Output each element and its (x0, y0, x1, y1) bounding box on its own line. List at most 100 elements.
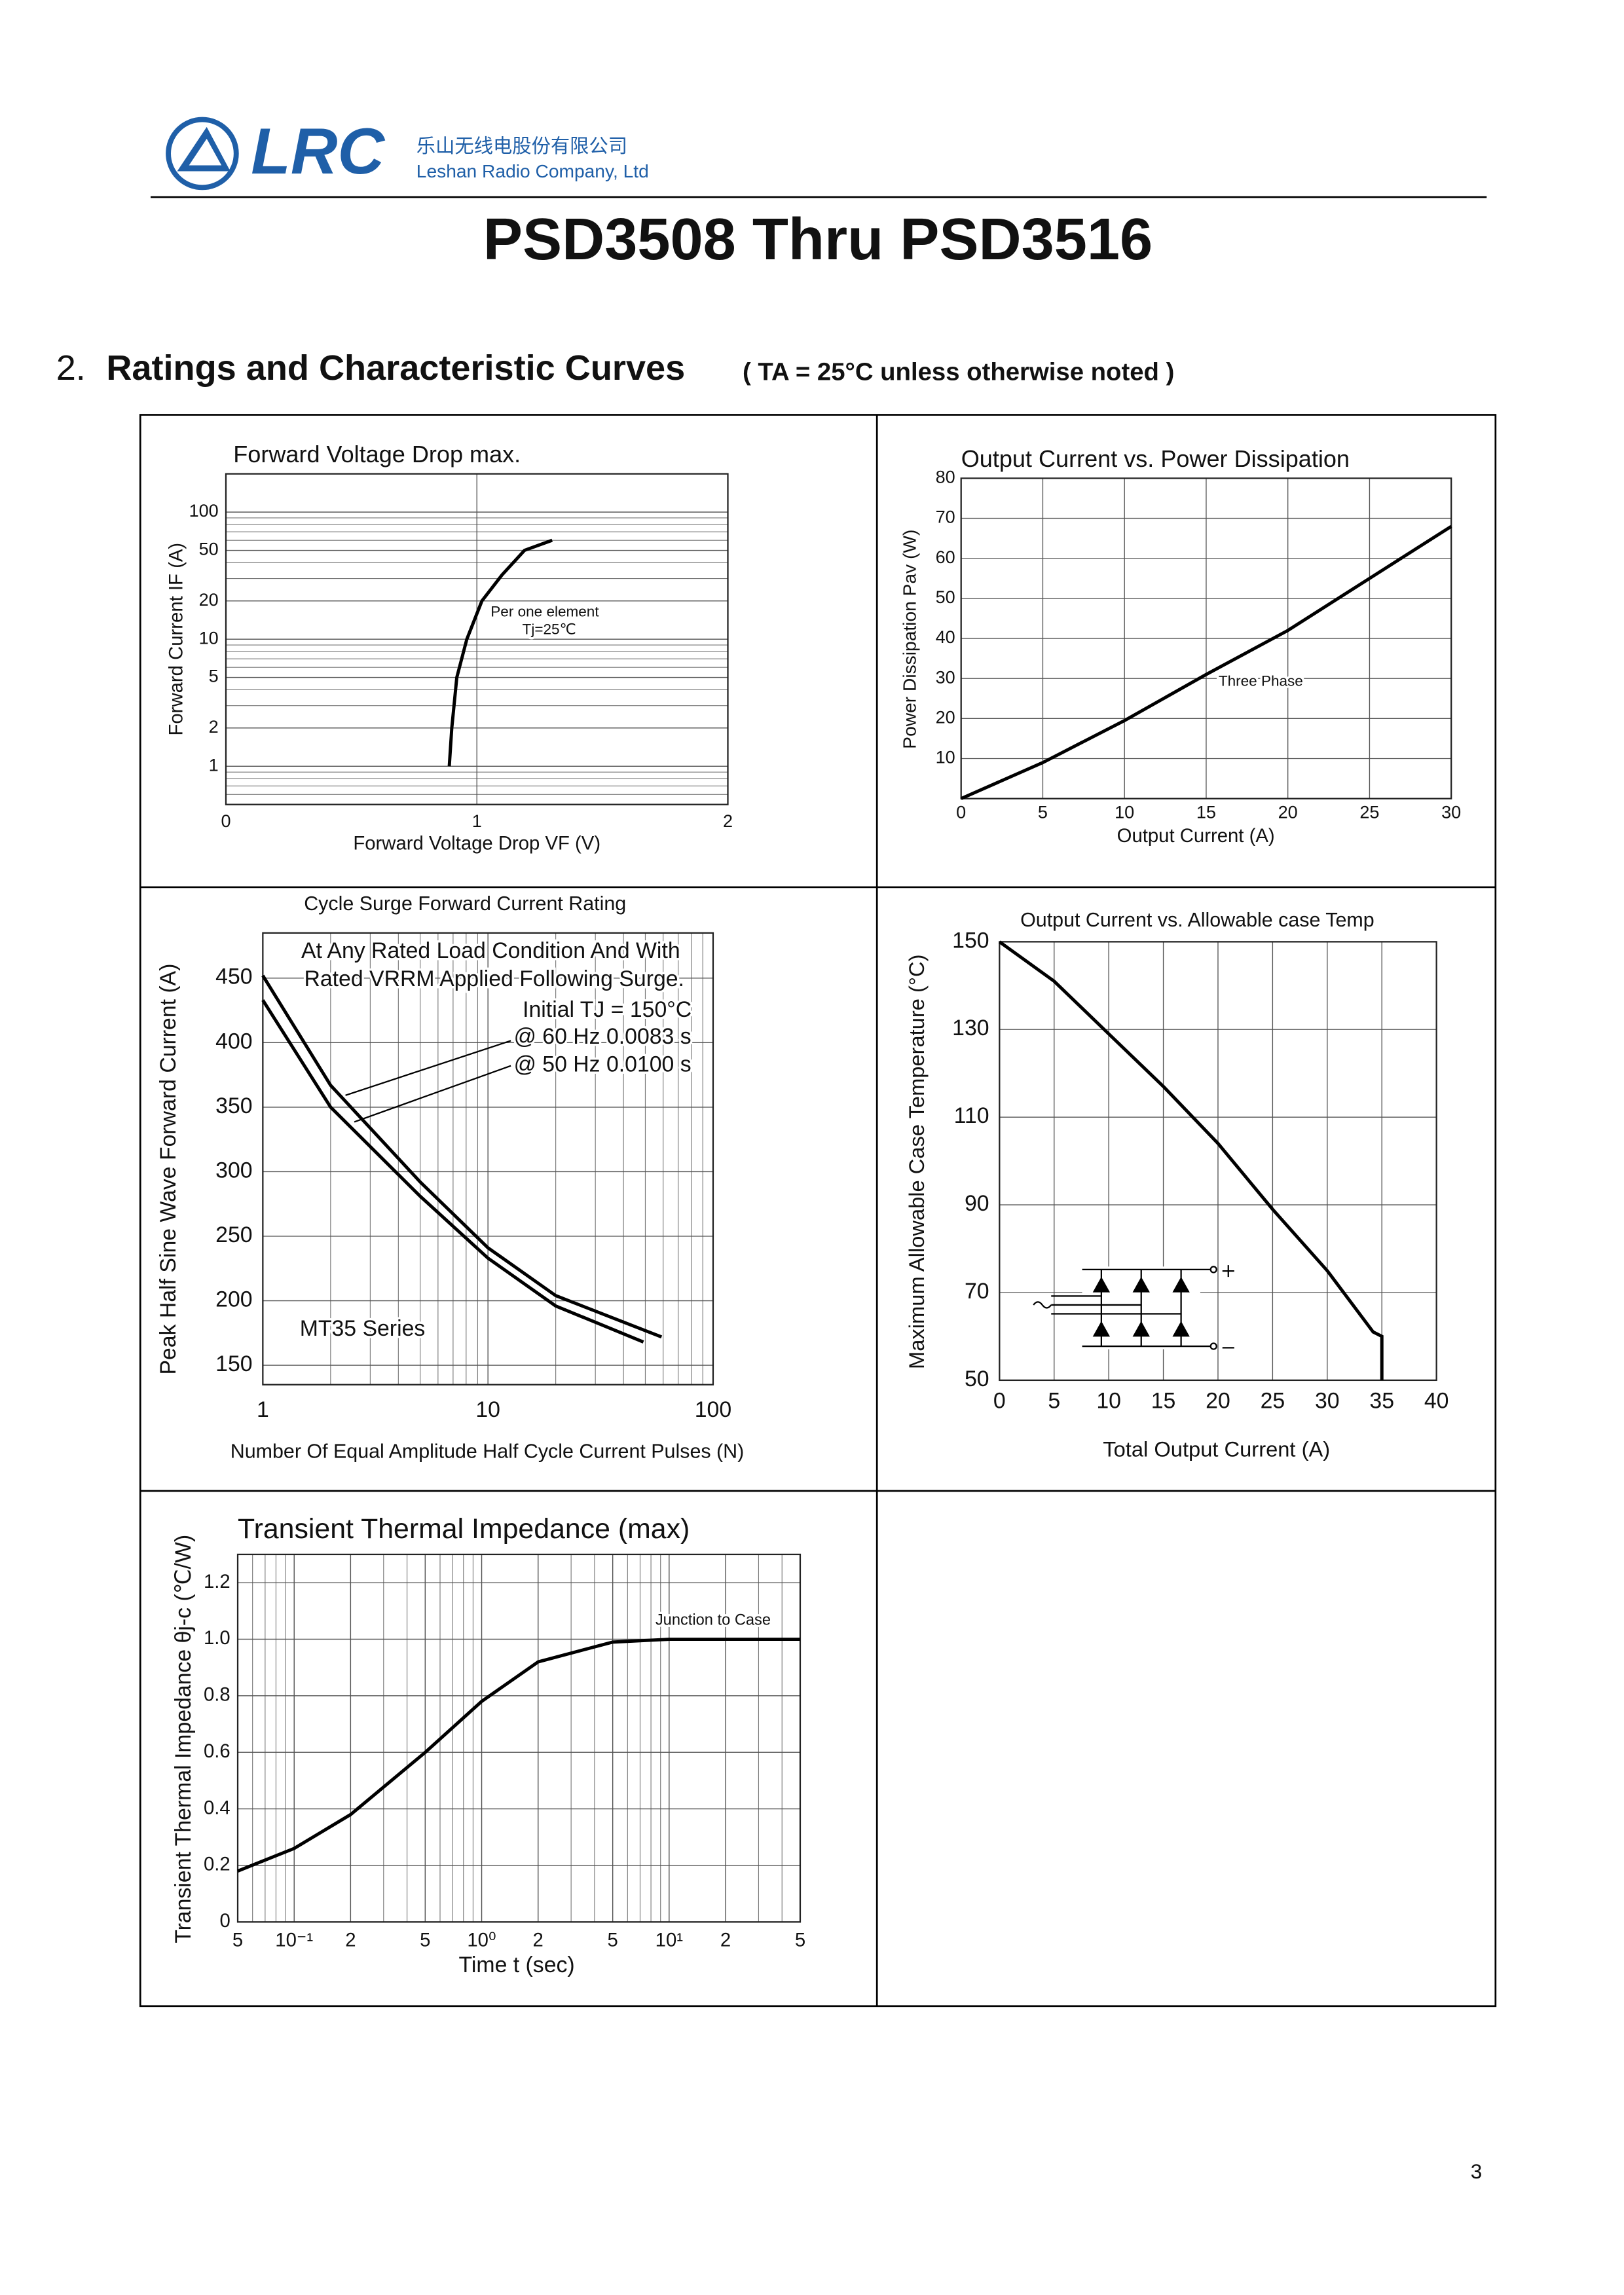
chart-title: Cycle Surge Forward Current Rating (304, 892, 626, 915)
section-heading: Ratings and Characteristic Curves (106, 348, 685, 388)
y-tick-label: 110 (954, 1103, 989, 1128)
x-tick-label: 25 (1261, 1389, 1285, 1414)
y-tick-label: 100 (189, 501, 219, 521)
chart-title: Transient Thermal Impedance (max) (238, 1513, 690, 1545)
pointer-lines (345, 1040, 511, 1123)
x-tick-label: 10 (1115, 802, 1134, 822)
x-tick-label: 1 (472, 811, 482, 831)
x-tick-label: 5 (1048, 1389, 1060, 1414)
x-tick-label: 35 (1369, 1389, 1394, 1414)
x-tick-label: 100 (695, 1397, 731, 1422)
chart: 1 10 100 150 200 250 300 350 400 450 Cycle Surge F… (156, 892, 744, 1462)
y-tick-label: 50 (199, 540, 219, 559)
plot-frame (225, 473, 729, 805)
plot-frame (999, 941, 1437, 1382)
plot-background (238, 1554, 800, 1922)
x-axis-label: Total Output Current (A) (1103, 1437, 1330, 1461)
y-tick-label: 0.8 (204, 1684, 231, 1706)
logo-circle (166, 117, 239, 191)
y-tick-label: 150 (952, 928, 989, 953)
logo-mark (177, 126, 231, 172)
x-tick-label: 2 (720, 1929, 731, 1951)
y-tick-label: 10 (199, 628, 219, 648)
curve (998, 940, 1384, 1380)
chart-title: Forward Voltage Drop max. (233, 441, 521, 468)
y-tick-label: 350 (215, 1093, 252, 1118)
chart-title: Output Current vs. Allowable case Temp (1020, 909, 1375, 931)
chart: 0 5 10 15 20 25 30 10 20 30 40 50 60 70 80 Output Curre… (898, 445, 1461, 847)
x-tick-label: 5 (420, 1929, 430, 1951)
curve (261, 999, 644, 1344)
y-tick-label: 2 (209, 717, 219, 737)
annotation: Tj=25℃ (523, 621, 576, 638)
x-tick-label: 10¹ (655, 1929, 684, 1951)
section-number: 2. (56, 348, 86, 388)
x-axis-label: Forward Voltage Drop VF (V) (353, 832, 600, 854)
x-tick-label: 10⁻¹ (275, 1929, 313, 1951)
x-tick-label: 1 (257, 1397, 269, 1422)
x-tick-label: 20 (1206, 1389, 1230, 1414)
x-tick-label: 10 (1096, 1389, 1121, 1414)
plot-frame (262, 932, 714, 1386)
y-tick-label: 20 (199, 590, 219, 610)
y-tick-label: 90 (965, 1191, 989, 1216)
y-tick-label: 70 (936, 507, 955, 527)
annotation: Three Phase (1219, 673, 1303, 689)
x-tick-label: 10⁰ (467, 1929, 496, 1951)
page-number: 3 (1471, 2159, 1483, 2183)
x-tick-label: 5 (795, 1929, 805, 1951)
curve (447, 538, 553, 767)
annotation: @ 60 Hz 0.0083 s (514, 1024, 692, 1049)
bridge-circuit (1033, 1265, 1234, 1350)
pointer-line (354, 1065, 511, 1123)
y-axis-label: Power Dissipation Pav (W) (898, 530, 919, 749)
x-tick-label: 2 (345, 1929, 356, 1951)
doc-title: PSD3508 Thru PSD3516 (483, 206, 1153, 272)
y-tick-label: 5 (209, 667, 219, 686)
chart: 0 1 2 1 2 5 10 20 50 100 Forward Voltage Drop max.… (165, 441, 733, 854)
y-tick-label: 30 (936, 667, 955, 687)
annotation: Rated VRRM Applied Following Surge. (304, 966, 684, 991)
chart: 0 5 10 15 20 25 30 35 40 50 70 90 110 130 150 Output Cu… (904, 909, 1449, 1461)
y-tick-label: 1.2 (204, 1571, 231, 1592)
y-axis-label: Maximum Allowable Case Temperature (°C) (904, 955, 929, 1369)
y-axis-label: Forward Current IF (A) (165, 543, 187, 736)
annotation: Initial TJ = 150°C (523, 997, 692, 1022)
y-tick-label: 1 (209, 755, 219, 775)
x-axis-label: Time t (sec) (459, 1953, 575, 1977)
x-tick-label: 30 (1315, 1389, 1340, 1414)
curve (237, 1638, 800, 1873)
pointer-line (345, 1040, 511, 1096)
y-tick-label: 250 (215, 1222, 252, 1247)
logo (166, 117, 239, 191)
section-note: ( TA = 25°C unless otherwise noted ) (743, 358, 1174, 386)
y-tick-label: 150 (215, 1351, 252, 1376)
y-tick-label: 60 (936, 547, 955, 567)
plot-frame (960, 477, 1452, 799)
annotation: At Any Rated Load Condition And With (301, 938, 680, 963)
y-axis-label: Transient Thermal Impedance θj-c (℃/W) (171, 1535, 196, 1943)
terminal (1209, 1266, 1217, 1274)
x-tick-label: 5 (608, 1929, 618, 1951)
x-tick-label: 40 (1424, 1389, 1449, 1414)
diode (1092, 1277, 1190, 1337)
annotation: @ 50 Hz 0.0100 s (514, 1052, 692, 1077)
company-cn: 乐山无线电股份有限公司 (416, 136, 627, 157)
x-axis-label: Output Current (A) (1117, 825, 1275, 847)
y-tick-label: 80 (936, 468, 955, 487)
annotation: MT35 Series (300, 1316, 426, 1341)
figure-table (139, 414, 1497, 2008)
y-tick-label: 1.0 (204, 1627, 231, 1649)
curve (261, 974, 663, 1339)
y-tick-label: 20 (936, 707, 955, 727)
x-tick-label: 20 (1278, 802, 1298, 822)
chart-title: Output Current vs. Power Dissipation (961, 445, 1350, 472)
x-tick-label: 10 (475, 1397, 500, 1422)
y-tick-label: 0.2 (204, 1854, 231, 1875)
y-tick-label: 10 (936, 748, 955, 767)
y-tick-label: 400 (215, 1029, 252, 1054)
x-tick-label: 0 (993, 1389, 1006, 1414)
logo-text: LRC (251, 115, 385, 188)
annotation: Per one element (490, 604, 599, 620)
x-tick-label: 25 (1359, 802, 1379, 822)
